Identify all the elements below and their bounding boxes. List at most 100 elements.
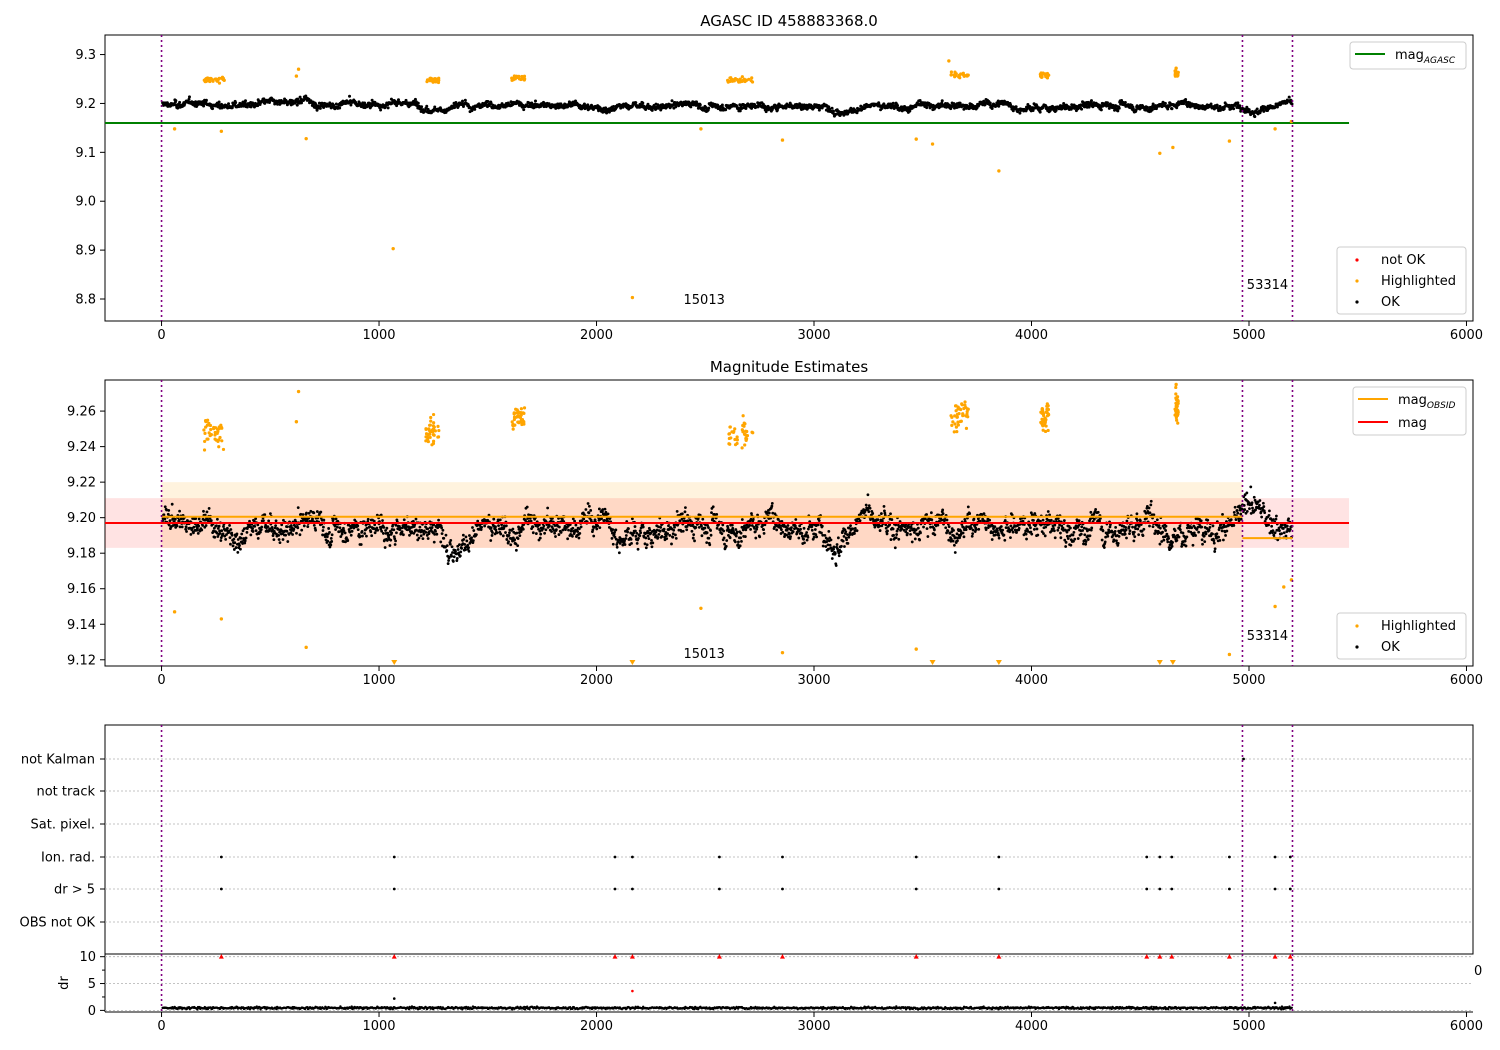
ok-point	[770, 501, 774, 505]
ok-point	[229, 528, 233, 531]
ok-point	[953, 551, 957, 554]
ok-point	[665, 537, 669, 541]
ok-point	[514, 548, 518, 552]
ok-point	[659, 525, 663, 529]
ok-point	[725, 539, 729, 542]
ok-point	[1076, 537, 1080, 540]
ok-point	[494, 528, 498, 532]
ok-point	[827, 529, 831, 533]
ok-point	[217, 100, 221, 104]
ok-point	[651, 541, 655, 545]
ok-point	[366, 517, 370, 521]
ok-point	[603, 507, 607, 511]
ok-point	[832, 545, 836, 549]
ok-point	[559, 531, 563, 534]
ok-point	[841, 539, 845, 543]
ok-point	[285, 529, 289, 533]
ok-point	[566, 537, 570, 541]
ok-point	[445, 544, 449, 548]
ok-point	[1081, 529, 1084, 532]
ok-point	[464, 535, 468, 539]
ok-point	[531, 531, 535, 535]
ok-point	[184, 525, 188, 529]
ok-point	[480, 525, 483, 529]
ok-point	[243, 99, 247, 103]
ok-point	[586, 103, 590, 107]
ok-point	[415, 533, 419, 537]
ok-point	[464, 548, 467, 552]
ok-point	[598, 526, 602, 530]
ok-point	[547, 524, 551, 527]
ok-point	[968, 512, 972, 515]
ok-point	[557, 533, 561, 536]
ok-point	[452, 555, 456, 559]
ok-point	[369, 530, 373, 534]
ok-point	[1132, 530, 1136, 534]
ok-point	[720, 103, 724, 107]
highlighted-point	[1046, 73, 1051, 77]
ok-point	[320, 101, 324, 105]
y-tick-label: 9.2	[75, 97, 96, 112]
ok-point	[919, 531, 922, 535]
ok-point	[962, 535, 966, 539]
ok-point	[829, 538, 833, 542]
highlighted-point	[744, 78, 748, 83]
y-tick-label: 9.26	[67, 405, 96, 420]
ok-point	[705, 541, 709, 544]
ok-point	[385, 526, 389, 530]
ok-point	[334, 517, 338, 521]
ok-point	[262, 519, 265, 523]
highlighted-point	[740, 75, 744, 79]
highlighted-point	[962, 74, 966, 78]
ok-point	[463, 543, 467, 546]
panel-2-data: 0 1000 2000 3000 4000 5000 60009.129.149.169.1…	[67, 380, 1483, 688]
ok-point	[417, 536, 421, 540]
ok-point	[1163, 101, 1167, 105]
ok-point	[471, 526, 474, 529]
ok-point	[432, 540, 436, 544]
highlighted-point	[1273, 127, 1277, 131]
ok-point	[260, 525, 264, 529]
ok-point	[1043, 534, 1047, 538]
ok-point	[256, 536, 260, 540]
ok-point	[346, 539, 350, 543]
ok-point	[595, 527, 599, 531]
ok-point	[508, 531, 511, 535]
x-tick-label: 5000	[1232, 328, 1265, 343]
ok-point	[483, 524, 487, 528]
ok-point	[454, 549, 457, 553]
ok-point	[197, 517, 201, 521]
panel-1-title: AGASC ID 458883368.0	[700, 12, 878, 30]
ok-point	[925, 513, 928, 516]
ok-point	[376, 528, 380, 532]
ok-point	[499, 532, 503, 536]
ok-point	[1238, 104, 1242, 108]
ok-point	[700, 524, 703, 528]
ok-point	[329, 543, 333, 547]
ok-point	[284, 533, 288, 537]
ok-point	[878, 529, 882, 532]
ok-point	[634, 101, 638, 105]
highlighted-point	[947, 59, 951, 63]
highlighted-point	[1158, 151, 1162, 156]
ok-point	[227, 102, 231, 106]
ok-point	[840, 544, 843, 548]
ok-point	[381, 519, 384, 522]
ok-point	[236, 551, 240, 554]
ok-point	[220, 529, 224, 533]
ok-point	[410, 530, 414, 534]
ok-point	[1087, 105, 1091, 109]
ok-point	[1096, 510, 1100, 514]
ok-point	[1011, 530, 1015, 534]
ok-point	[1100, 525, 1104, 529]
ok-point	[754, 536, 758, 540]
ok-point	[703, 526, 707, 530]
ok-point	[836, 536, 840, 540]
ok-point	[1052, 526, 1055, 530]
ok-point	[450, 545, 454, 549]
ok-point	[1117, 535, 1121, 538]
ok-point	[591, 528, 595, 532]
ok-point	[710, 511, 713, 515]
x-tick-label: 2000	[580, 673, 613, 688]
highlighted-point	[930, 142, 935, 146]
